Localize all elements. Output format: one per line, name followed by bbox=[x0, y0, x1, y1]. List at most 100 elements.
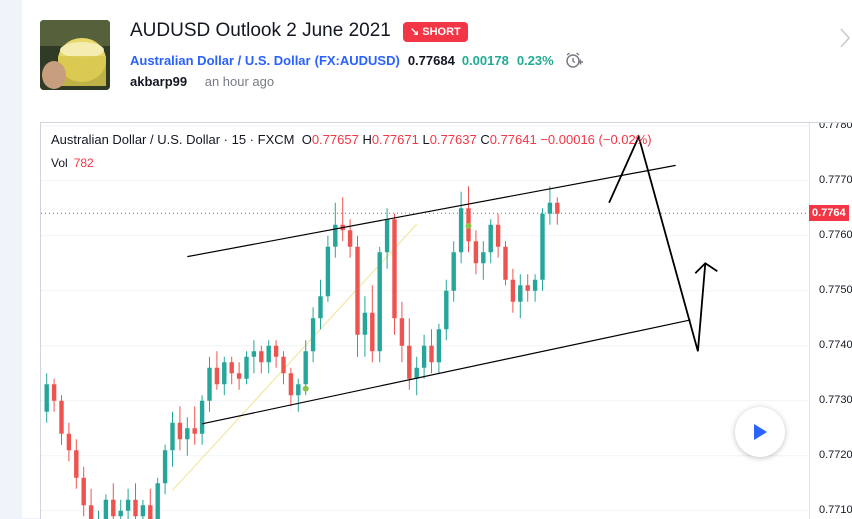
candle-body bbox=[473, 241, 479, 264]
play-button[interactable] bbox=[735, 407, 785, 457]
candle-body bbox=[347, 230, 353, 247]
candle-body bbox=[103, 499, 109, 519]
candle-body bbox=[370, 312, 375, 352]
candle-body bbox=[259, 351, 264, 363]
y-tick-label: 0.7720 bbox=[819, 448, 852, 461]
candle-body bbox=[244, 356, 249, 379]
idea-title: AUDUSD Outlook 2 June 2021 bbox=[130, 20, 391, 41]
last-price: 0.77684 bbox=[407, 52, 455, 68]
legend-low: 0.77637 bbox=[429, 132, 477, 147]
y-tick-label: 0.7780 bbox=[819, 122, 852, 131]
trend-marker bbox=[302, 385, 309, 392]
thumbnail-image bbox=[40, 20, 110, 90]
current-price-label: 0.7764 bbox=[809, 205, 849, 222]
arrow-down-right-icon: ↘ bbox=[410, 26, 420, 38]
candle-body bbox=[436, 329, 442, 363]
candle-body bbox=[333, 224, 338, 247]
symbol-code-link[interactable]: (FX:AUDUSD) bbox=[314, 52, 400, 68]
candle-body bbox=[451, 252, 456, 291]
author-row: akbarp99 an hour ago bbox=[130, 74, 274, 89]
candle-body bbox=[510, 279, 516, 302]
candle-body bbox=[199, 400, 205, 434]
candle-body bbox=[407, 345, 412, 379]
candle-body bbox=[421, 345, 427, 368]
candle-body bbox=[310, 318, 316, 352]
author-username-link[interactable]: akbarp99 bbox=[130, 74, 188, 89]
candle-body bbox=[59, 400, 64, 434]
candle-body bbox=[325, 246, 331, 297]
candle-body bbox=[81, 477, 86, 506]
candle-body bbox=[229, 362, 234, 374]
author-thumbnail[interactable] bbox=[40, 20, 110, 90]
candle-body bbox=[148, 505, 153, 519]
chevron-right-icon[interactable] bbox=[838, 26, 852, 50]
chart-plot[interactable] bbox=[41, 123, 809, 519]
projection-path bbox=[608, 134, 707, 352]
trend-marker bbox=[465, 222, 472, 229]
legend-o-label: O bbox=[301, 132, 312, 147]
candle-body bbox=[155, 483, 160, 519]
candle-body bbox=[362, 312, 368, 335]
candle-body bbox=[44, 384, 49, 412]
legend-delta: −0.00016 (−0.02%) bbox=[540, 132, 652, 147]
y-tick-label: 0.7750 bbox=[819, 283, 852, 296]
candle-body bbox=[162, 450, 168, 484]
candle-body bbox=[281, 356, 286, 374]
lower-trendline bbox=[201, 319, 691, 425]
y-tick-label: 0.7710 bbox=[819, 503, 852, 516]
symbol-name-link[interactable]: Australian Dollar / U.S. Dollar bbox=[130, 52, 311, 68]
candle-body bbox=[222, 362, 227, 385]
upper-trendline bbox=[187, 164, 676, 258]
legend-open: 0.77657 bbox=[311, 132, 359, 147]
candle-body bbox=[88, 505, 94, 519]
candle-body bbox=[185, 428, 190, 440]
legend-l-label: L bbox=[422, 132, 430, 147]
y-tick-label: 0.7730 bbox=[819, 393, 852, 406]
legend-high: 0.77671 bbox=[371, 132, 419, 147]
candle-body bbox=[429, 345, 434, 363]
candle-body bbox=[355, 246, 360, 335]
candle-body bbox=[236, 373, 242, 379]
y-tick-label: 0.7770 bbox=[819, 173, 852, 186]
chart-legend: Australian Dollar / U.S. Dollar · 15 · F… bbox=[51, 132, 652, 147]
chart-area[interactable]: Australian Dollar / U.S. Dollar · 15 · F… bbox=[40, 122, 852, 519]
candle-body bbox=[266, 345, 271, 363]
candle-body bbox=[140, 505, 146, 517]
price-change-percent: 0.23% bbox=[516, 52, 554, 68]
candle-body bbox=[414, 367, 419, 379]
candle-body bbox=[177, 422, 183, 440]
candle-body bbox=[555, 202, 560, 214]
candle-body bbox=[392, 219, 397, 319]
candle-body bbox=[303, 351, 308, 385]
candle-body bbox=[296, 384, 301, 396]
legend-close: 0.77641 bbox=[489, 132, 537, 147]
alarm-icon[interactable] bbox=[564, 50, 584, 70]
candle-body bbox=[481, 252, 486, 264]
badge-label: SHORT bbox=[422, 26, 461, 38]
candle-body bbox=[547, 202, 553, 214]
candle-body bbox=[495, 224, 501, 247]
candle-body bbox=[540, 213, 545, 280]
legend-c-label: C bbox=[480, 132, 490, 147]
candle-body bbox=[458, 208, 464, 253]
candle-body bbox=[377, 252, 382, 352]
posted-time: an hour ago bbox=[204, 74, 275, 89]
symbol-row: Australian Dollar / U.S. Dollar (FX:AUDU… bbox=[130, 50, 584, 70]
legend-symbol: Australian Dollar / U.S. Dollar · 15 · F… bbox=[51, 132, 295, 147]
candle-body bbox=[525, 285, 530, 291]
candle-body bbox=[444, 290, 449, 330]
candle-body bbox=[399, 318, 405, 346]
volume-legend: Vol 782 bbox=[51, 156, 94, 170]
candle-body bbox=[288, 373, 294, 396]
candle-body bbox=[74, 450, 79, 478]
candle-body bbox=[273, 345, 279, 357]
candle-body bbox=[118, 510, 123, 517]
candle-body bbox=[207, 367, 212, 401]
vol-label: Vol bbox=[51, 156, 68, 170]
price-axis[interactable]: 0.7780 0.7770 0.7760 0.7750 0.7740 0.7730 0.77… bbox=[809, 123, 852, 519]
candle-body bbox=[192, 428, 197, 434]
play-icon bbox=[754, 424, 767, 440]
candle-body bbox=[318, 296, 323, 319]
candle-body bbox=[133, 499, 138, 517]
candle-body bbox=[214, 367, 220, 385]
